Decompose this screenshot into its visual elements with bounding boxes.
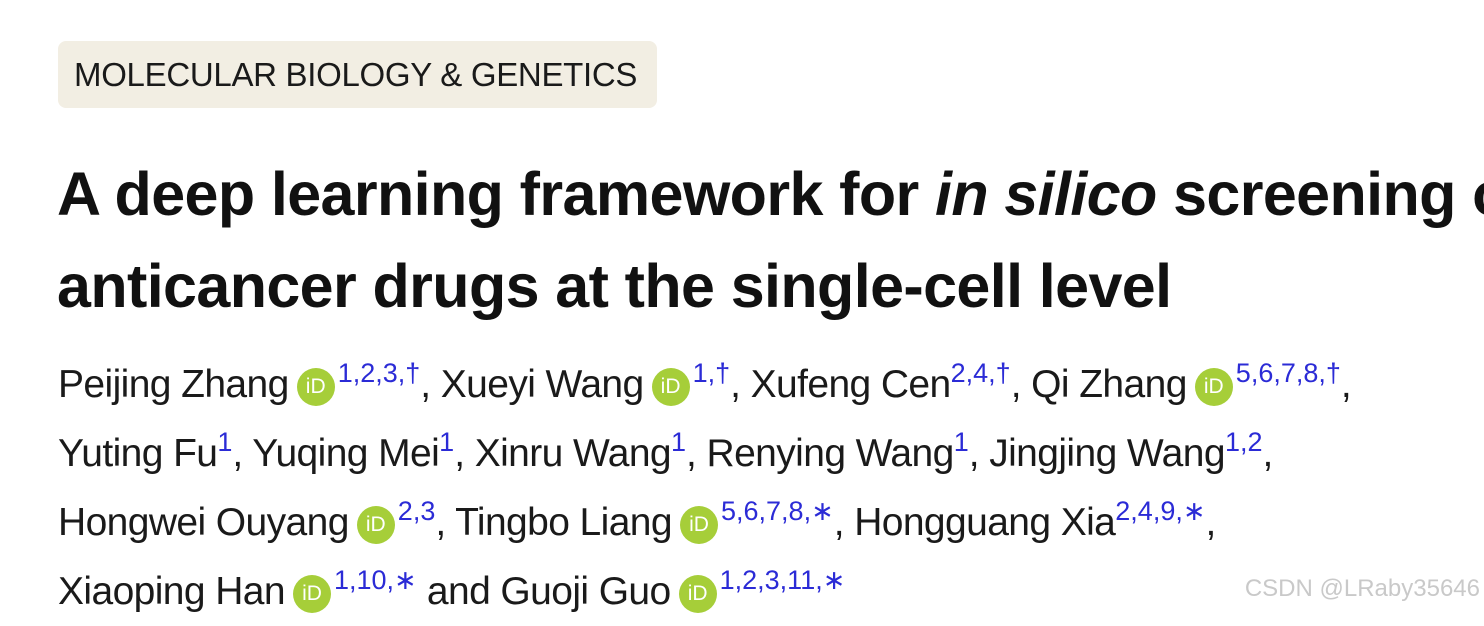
affiliation-marker[interactable]: 1 <box>671 427 687 457</box>
title-italic-text: in silico <box>935 160 1157 228</box>
affiliation-marker[interactable]: 1 <box>953 427 969 457</box>
separator: , <box>686 432 707 475</box>
separator: , <box>1010 363 1032 406</box>
affiliation-marker[interactable]: 2,3 <box>397 496 436 526</box>
affiliation-marker[interactable]: 2,4,9,∗ <box>1115 496 1206 526</box>
author-name[interactable]: Jingjing Wang <box>989 432 1225 475</box>
author-name[interactable]: Tingbo Liang <box>455 501 672 544</box>
article-title: A deep learning framework for in silico … <box>57 148 1484 332</box>
separator: , <box>1205 501 1216 544</box>
affiliation-marker[interactable]: 5,6,7,8,∗ <box>721 496 834 526</box>
author-line-3: Hongwei Ouyang iD 2,3, Tingbo Liang iD 5,6,7… <box>58 488 1482 557</box>
separator: , <box>1340 363 1352 406</box>
affiliation-marker[interactable]: 1 <box>439 427 455 457</box>
orcid-icon[interactable]: iD <box>356 506 395 544</box>
title-line-2: anticancer drugs at the single-cell leve… <box>57 252 1172 320</box>
author-name[interactable]: Peijing Zhang <box>58 363 289 406</box>
author-name[interactable]: Xinru Wang <box>474 432 672 475</box>
category-badge: MOLECULAR BIOLOGY & GENETICS <box>58 41 658 108</box>
orcid-icon[interactable]: iD <box>651 368 690 406</box>
separator: , <box>454 432 475 475</box>
author-line-4: Xiaoping Han iD 1,10,∗ and Guoji Guo iD 1,2,… <box>58 557 1482 626</box>
orcid-icon[interactable]: iD <box>296 368 335 406</box>
watermark: CSDN @LRaby35646 <box>1244 575 1480 602</box>
orcid-icon[interactable]: iD <box>680 506 718 544</box>
title-text-part: A deep learning framework for <box>57 160 935 228</box>
author-name[interactable]: Xueyi Wang <box>440 363 644 406</box>
affiliation-marker[interactable]: 1 <box>217 427 233 457</box>
affiliation-marker[interactable]: 1,2 <box>1224 427 1263 457</box>
separator: , <box>435 501 456 544</box>
affiliation-marker[interactable]: 1,† <box>692 358 731 388</box>
separator: , <box>420 363 441 406</box>
author-name[interactable]: Hongguang Xia <box>854 501 1116 544</box>
author-line-1: Peijing Zhang iD 1,2,3,†, Xueyi Wang iD 1,†,… <box>58 350 1482 419</box>
separator: , <box>833 501 855 544</box>
affiliation-marker[interactable]: 1,2,3,11,∗ <box>719 565 846 595</box>
author-name[interactable]: Renying Wang <box>706 432 955 475</box>
separator: , <box>730 363 751 406</box>
orcid-icon[interactable]: iD <box>678 575 717 613</box>
author-name[interactable]: Guoji Guo <box>500 570 671 613</box>
title-line-1: A deep learning framework for in silico … <box>57 148 1484 240</box>
affiliation-marker[interactable]: 2,4,† <box>950 358 1011 388</box>
orcid-icon[interactable]: iD <box>1194 368 1233 406</box>
author-name[interactable]: Xufeng Cen <box>750 363 952 406</box>
author-name[interactable]: Qi Zhang <box>1031 363 1187 406</box>
affiliation-marker[interactable]: 5,6,7,8,† <box>1235 358 1341 388</box>
title-text-part: screening of <box>1173 160 1484 228</box>
author-name[interactable]: Hongwei Ouyang <box>58 501 349 544</box>
author-list: Peijing Zhang iD 1,2,3,†, Xueyi Wang iD 1,†,… <box>58 350 1482 626</box>
author-name[interactable]: Yuting Fu <box>58 432 218 475</box>
separator-and: and <box>416 570 501 613</box>
author-name[interactable]: Xiaoping Han <box>58 570 286 613</box>
author-name[interactable]: Yuqing Mei <box>252 432 440 475</box>
orcid-icon[interactable]: iD <box>292 575 331 613</box>
separator: , <box>232 432 253 475</box>
author-line-2: Yuting Fu1, Yuqing Mei1, Xinru Wang1, Re… <box>58 419 1482 488</box>
separator: , <box>1262 432 1274 475</box>
affiliation-marker[interactable]: 1,10,∗ <box>333 565 417 595</box>
affiliation-marker[interactable]: 1,2,3,† <box>337 358 421 388</box>
separator: , <box>968 432 990 475</box>
